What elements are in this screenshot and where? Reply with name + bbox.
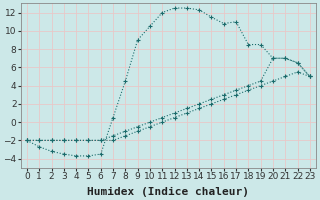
X-axis label: Humidex (Indice chaleur): Humidex (Indice chaleur): [87, 186, 249, 197]
